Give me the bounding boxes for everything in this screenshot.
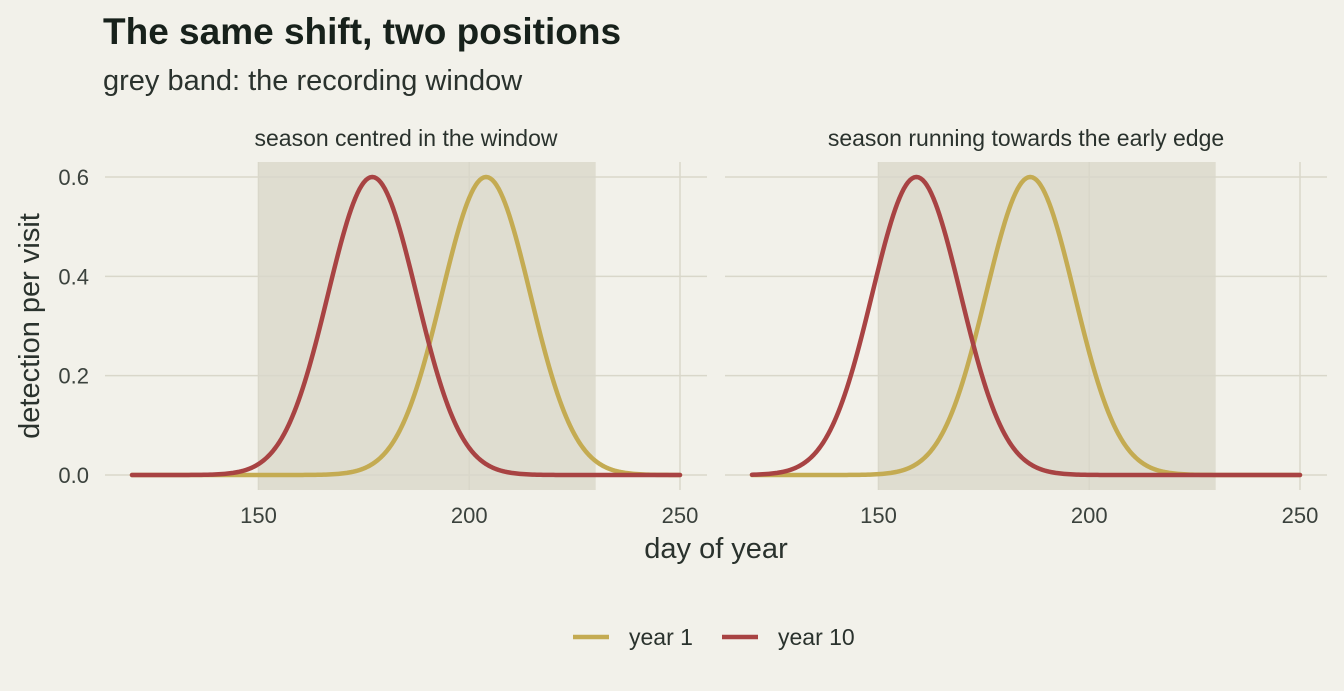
legend: year 1 year 10 xyxy=(573,624,855,650)
series-line-year-10 xyxy=(749,174,1303,478)
y-axis-title: detection per visit xyxy=(14,213,46,439)
x-tick-label: 250 xyxy=(1282,503,1319,528)
y-tick-label: 0.0 xyxy=(58,463,89,488)
x-tick-label: 250 xyxy=(662,503,699,528)
y-tick-label: 0.4 xyxy=(58,264,89,289)
x-tick-label: 200 xyxy=(1071,503,1108,528)
y-tick-label: 0.6 xyxy=(58,165,89,190)
chart-subtitle: grey band: the recording window xyxy=(103,65,523,97)
panel-title: season centred in the window xyxy=(254,125,557,151)
panel-1: season centred in the window 150 200 250 0.0… xyxy=(58,125,707,528)
chart-title: The same shift, two positions xyxy=(103,11,621,52)
chart-panels: season centred in the window 150 200 250 0.0… xyxy=(58,125,1327,528)
legend-label: year 10 xyxy=(778,624,855,650)
legend-item: year 1 xyxy=(573,624,693,650)
recording-window-band xyxy=(258,162,596,490)
recording-window-band xyxy=(878,162,1216,490)
y-tick-label: 0.2 xyxy=(58,364,89,389)
x-tick-label: 150 xyxy=(860,503,897,528)
series-line-year-10 xyxy=(129,174,683,478)
legend-item: year 10 xyxy=(722,624,855,650)
x-tick-label: 200 xyxy=(451,503,488,528)
panel-title: season running towards the early edge xyxy=(828,125,1224,151)
x-tick-label: 150 xyxy=(240,503,277,528)
x-axis-title: day of year xyxy=(644,533,788,565)
panel-2: season running towards the early edge 150… xyxy=(725,125,1327,528)
legend-label: year 1 xyxy=(629,624,693,650)
